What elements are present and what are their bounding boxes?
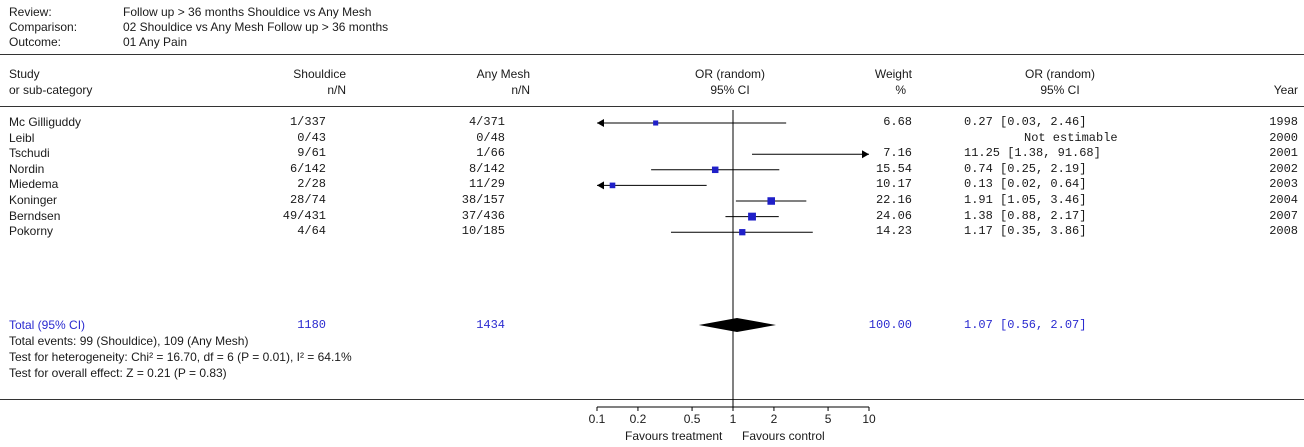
- outcome-label: Outcome:: [9, 35, 62, 49]
- col-anymesh-1: Any Mesh: [476, 67, 530, 81]
- anymesh-events: 4/371: [468, 115, 505, 129]
- study-weight: 14.23: [875, 224, 912, 239]
- study-name: Mc Gilliguddy: [9, 115, 82, 129]
- study-or: 0.74 [0.25, 2.19]: [964, 161, 1087, 176]
- ci-arrow-right: [862, 150, 869, 159]
- study-name: Pokorny: [9, 224, 54, 239]
- study-name: Berndsen: [9, 208, 61, 223]
- col-study-2: or sub-category: [9, 83, 93, 97]
- anymesh-events: 0/48: [476, 130, 505, 145]
- study-name: Tschudi: [9, 146, 50, 161]
- shouldice-events: 28/74: [289, 193, 326, 207]
- study-or: 1.17 [0.35, 3.86]: [964, 224, 1087, 239]
- anymesh-events: 11/29: [468, 177, 505, 192]
- col-shouldice-2: n/N: [327, 83, 346, 97]
- x-tick-label: 1: [730, 412, 737, 426]
- outcome-value: 01 Any Pain: [123, 35, 188, 49]
- shouldice-events: 9/61: [297, 146, 326, 161]
- study-marker: [711, 166, 719, 174]
- study-marker: [739, 229, 746, 236]
- x-tick-label: 10: [862, 412, 876, 426]
- study-year: 2001: [1269, 146, 1298, 161]
- overall-effect-test: Test for overall effect: Z = 0.21 (P = 0…: [9, 366, 227, 380]
- col-year: Year: [1273, 83, 1298, 97]
- shouldice-events: 6/142: [289, 161, 326, 176]
- favours-treatment-label: Favours treatment: [625, 429, 723, 443]
- study-year: 1998: [1269, 115, 1298, 129]
- heterogeneity-test: Test for heterogeneity: Chi² = 16.70, df…: [9, 350, 352, 364]
- study-weight: 15.54: [875, 161, 912, 176]
- review-value: Follow up > 36 months Shouldice vs Any M…: [123, 5, 372, 19]
- x-tick-label: 0.1: [589, 412, 606, 426]
- anymesh-events: 8/142: [468, 161, 505, 176]
- study-weight: 22.16: [875, 193, 912, 207]
- study-year: 2002: [1269, 161, 1298, 176]
- x-tick-label: 2: [771, 412, 778, 426]
- review-label: Review:: [9, 5, 52, 19]
- study-name: Koninger: [9, 193, 58, 207]
- study-or: 0.27 [0.03, 2.46]: [964, 115, 1087, 129]
- footer-rule: [0, 399, 1304, 400]
- study-year: 2000: [1269, 130, 1298, 145]
- anymesh-events: 37/436: [461, 208, 505, 223]
- shouldice-events: 4/64: [297, 224, 326, 239]
- ci-arrow-left: [597, 181, 604, 190]
- col-study-1: Study: [9, 67, 40, 81]
- col-shouldice-1: Shouldice: [293, 67, 346, 81]
- col-plot-2: 95% CI: [710, 83, 750, 97]
- study-marker: [748, 212, 756, 221]
- anymesh-events: 10/185: [461, 224, 505, 239]
- study-marker: [767, 197, 775, 205]
- study-weight: 24.06: [875, 208, 912, 223]
- shouldice-events: 2/28: [297, 177, 326, 192]
- study-year: 2004: [1269, 193, 1298, 207]
- shouldice-events: 0/43: [297, 130, 326, 145]
- favours-control-label: Favours control: [742, 429, 825, 443]
- study-marker: [609, 182, 616, 189]
- anymesh-events: 1/66: [476, 146, 505, 161]
- study-or: 0.13 [0.02, 0.64]: [964, 177, 1087, 192]
- total-events: Total events: 99 (Shouldice), 109 (Any M…: [9, 334, 249, 348]
- study-or: Not estimable: [1024, 130, 1118, 145]
- study-weight: 6.68: [883, 115, 912, 129]
- study-year: 2007: [1269, 208, 1298, 223]
- columns-rule: [0, 106, 1304, 107]
- ci-arrow-left: [597, 119, 604, 127]
- study-name: Nordin: [9, 161, 45, 176]
- study-name: Leibl: [9, 130, 35, 145]
- study-or: 11.25 [1.38, 91.68]: [964, 146, 1101, 161]
- study-or: 1.38 [0.88, 2.17]: [964, 208, 1087, 223]
- x-tick-label: 0.5: [684, 412, 701, 426]
- col-or-2: 95% CI: [1040, 83, 1080, 97]
- shouldice-events: 1/337: [289, 115, 326, 129]
- col-weight-1: Weight: [874, 67, 912, 81]
- total-or: 1.07 [0.56, 2.07]: [964, 318, 1087, 332]
- total-anymesh: 1434: [476, 318, 505, 332]
- comparison-label: Comparison:: [9, 20, 78, 34]
- study-marker: [653, 120, 659, 126]
- study-year: 2008: [1269, 224, 1298, 239]
- col-anymesh-2: n/N: [511, 83, 530, 97]
- pooled-diamond: [698, 318, 776, 332]
- study-weight: 7.16: [883, 146, 912, 161]
- comparison-value: 02 Shouldice vs Any Mesh Follow up > 36 …: [123, 20, 389, 34]
- col-or-1: OR (random): [1024, 67, 1095, 81]
- col-weight-2: %: [895, 83, 906, 97]
- study-year: 2003: [1269, 177, 1298, 192]
- total-shouldice: 1180: [297, 318, 326, 332]
- total-weight: 100.00: [868, 318, 912, 332]
- study-or: 1.91 [1.05, 3.46]: [964, 193, 1087, 207]
- anymesh-events: 38/157: [461, 193, 505, 207]
- total-label: Total (95% CI): [9, 318, 86, 332]
- col-plot-1: OR (random): [694, 67, 765, 81]
- study-weight: 10.17: [875, 177, 912, 192]
- x-tick-label: 5: [825, 412, 832, 426]
- x-tick-label: 0.2: [630, 412, 647, 426]
- header-rule: [0, 54, 1304, 55]
- study-name: Miedema: [9, 177, 59, 192]
- shouldice-events: 49/431: [282, 208, 326, 223]
